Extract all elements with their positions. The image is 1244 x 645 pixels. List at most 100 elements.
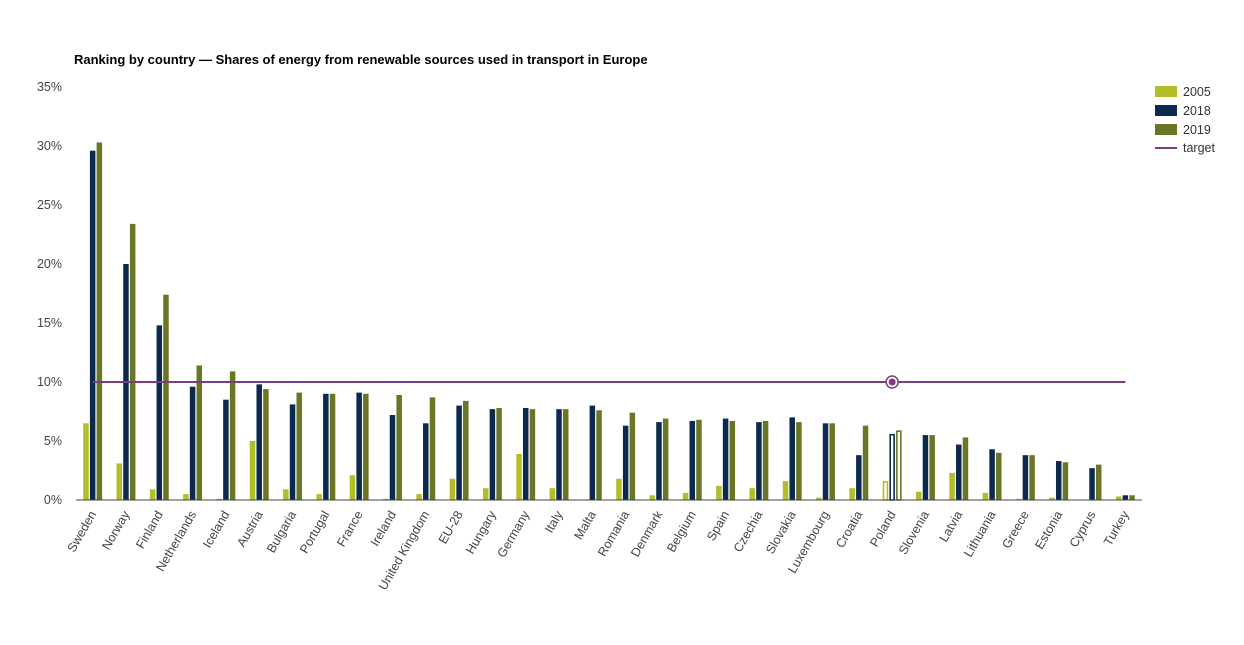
bar-2005-austria[interactable] bbox=[249, 441, 256, 500]
bar-2018-hungary[interactable] bbox=[489, 409, 496, 500]
bar-2018-bulgaria[interactable] bbox=[289, 404, 296, 500]
bar-2018-czechia[interactable] bbox=[756, 422, 762, 500]
bar-2005-bulgaria[interactable] bbox=[283, 489, 289, 500]
bar-2005-greece[interactable] bbox=[1015, 498, 1022, 500]
bar-2005-czechia[interactable] bbox=[749, 488, 755, 500]
bar-2019-romania[interactable] bbox=[629, 412, 636, 500]
bar-2005-portugal[interactable] bbox=[316, 494, 322, 500]
bar-2019-slovakia[interactable] bbox=[796, 422, 802, 500]
bar-2019-greece[interactable] bbox=[1029, 455, 1035, 500]
legend-label-2018: 2018 bbox=[1183, 104, 1211, 118]
bar-2019-turkey[interactable] bbox=[1129, 495, 1135, 500]
bar-2018-united-kingdom[interactable] bbox=[423, 423, 429, 500]
bar-2018-france[interactable] bbox=[356, 392, 362, 500]
bar-2018-slovenia[interactable] bbox=[922, 435, 929, 500]
bar-2018-portugal[interactable] bbox=[323, 393, 329, 500]
bar-2005-spain[interactable] bbox=[716, 485, 722, 500]
bar-2019-belgium[interactable] bbox=[696, 419, 702, 500]
bar-2005-norway[interactable] bbox=[116, 463, 123, 500]
bar-2005-slovenia[interactable] bbox=[916, 491, 922, 500]
bar-2005-lithuania[interactable] bbox=[982, 492, 989, 500]
x-tick-label: Finland bbox=[133, 508, 166, 551]
target-marker[interactable] bbox=[888, 378, 896, 386]
bar-2018-denmark[interactable] bbox=[656, 422, 662, 500]
bar-2005-poland[interactable] bbox=[882, 481, 889, 501]
bar-2018-greece[interactable] bbox=[1022, 455, 1029, 500]
y-tick-label: 0% bbox=[44, 493, 62, 507]
bar-2005-ireland[interactable] bbox=[383, 498, 389, 500]
bar-2018-lithuania[interactable] bbox=[989, 449, 995, 500]
bar-2005-slovakia[interactable] bbox=[782, 481, 789, 500]
bar-2018-turkey[interactable] bbox=[1122, 495, 1129, 500]
legend-swatch-2018 bbox=[1155, 105, 1177, 116]
bar-2018-slovakia[interactable] bbox=[789, 417, 795, 500]
bar-2018-belgium[interactable] bbox=[689, 420, 696, 500]
bar-2019-poland[interactable] bbox=[896, 430, 902, 501]
bar-2018-estonia[interactable] bbox=[1055, 461, 1062, 500]
bar-2019-croatia[interactable] bbox=[862, 425, 869, 500]
bar-2018-cyprus[interactable] bbox=[1089, 468, 1095, 500]
bar-2018-luxembourg[interactable] bbox=[822, 423, 829, 500]
bar-2005-iceland[interactable] bbox=[216, 498, 222, 500]
bar-2018-italy[interactable] bbox=[556, 409, 562, 500]
bar-2019-malta[interactable] bbox=[596, 410, 602, 500]
bar-2005-italy[interactable] bbox=[549, 488, 556, 500]
bar-2005-luxembourg[interactable] bbox=[816, 497, 822, 500]
bar-2005-netherlands[interactable] bbox=[183, 494, 189, 500]
bar-2005-latvia[interactable] bbox=[949, 472, 955, 500]
bar-2019-latvia[interactable] bbox=[962, 437, 969, 500]
bar-2019-austria[interactable] bbox=[263, 389, 269, 500]
bar-2019-cyprus[interactable] bbox=[1095, 464, 1102, 500]
bar-2018-austria[interactable] bbox=[256, 384, 262, 500]
bar-2019-denmark[interactable] bbox=[662, 418, 669, 500]
bar-2018-iceland[interactable] bbox=[223, 399, 229, 500]
bar-2018-spain[interactable] bbox=[722, 418, 729, 500]
bar-2018-germany[interactable] bbox=[522, 407, 529, 500]
legend-label-target: target bbox=[1183, 141, 1215, 155]
bar-2019-hungary[interactable] bbox=[496, 407, 502, 500]
bar-2005-sweden[interactable] bbox=[83, 423, 89, 500]
bar-2005-united-kingdom[interactable] bbox=[416, 494, 422, 500]
bar-2019-slovenia[interactable] bbox=[929, 435, 935, 500]
bar-2005-croatia[interactable] bbox=[849, 488, 855, 500]
bar-2005-belgium[interactable] bbox=[682, 492, 689, 500]
bar-2019-portugal[interactable] bbox=[329, 393, 336, 500]
bar-2019-norway[interactable] bbox=[129, 223, 136, 500]
bar-2018-poland[interactable] bbox=[889, 433, 895, 501]
bar-2019-united-kingdom[interactable] bbox=[429, 397, 436, 500]
bar-2018-croatia[interactable] bbox=[856, 455, 862, 500]
bar-2019-estonia[interactable] bbox=[1062, 462, 1069, 500]
bar-2019-netherlands[interactable] bbox=[196, 365, 203, 500]
bar-2005-eu-28[interactable] bbox=[449, 478, 456, 500]
bar-2019-bulgaria[interactable] bbox=[296, 392, 302, 500]
bar-2019-france[interactable] bbox=[363, 393, 369, 500]
bar-2018-finland[interactable] bbox=[156, 325, 163, 500]
bar-2019-eu-28[interactable] bbox=[463, 400, 469, 500]
bar-2019-lithuania[interactable] bbox=[996, 452, 1002, 500]
bar-2005-germany[interactable] bbox=[516, 453, 522, 500]
bar-2019-luxembourg[interactable] bbox=[829, 423, 835, 500]
bar-2005-france[interactable] bbox=[349, 475, 356, 500]
bar-2005-romania[interactable] bbox=[616, 478, 622, 500]
bar-2005-turkey[interactable] bbox=[1115, 496, 1122, 500]
bar-2018-netherlands[interactable] bbox=[189, 386, 196, 500]
bar-2005-estonia[interactable] bbox=[1049, 497, 1055, 500]
bar-2018-ireland[interactable] bbox=[389, 415, 396, 500]
bar-2019-sweden[interactable] bbox=[96, 142, 103, 500]
bar-2019-czechia[interactable] bbox=[762, 420, 769, 500]
bar-2018-latvia[interactable] bbox=[956, 444, 962, 500]
bar-2018-malta[interactable] bbox=[589, 405, 596, 500]
bar-2019-ireland[interactable] bbox=[396, 394, 402, 500]
bar-2019-italy[interactable] bbox=[562, 409, 569, 500]
bar-2018-romania[interactable] bbox=[622, 425, 629, 500]
bar-2005-denmark[interactable] bbox=[649, 495, 656, 500]
bar-2019-iceland[interactable] bbox=[229, 371, 236, 500]
bar-2019-spain[interactable] bbox=[729, 420, 736, 500]
bar-2019-finland[interactable] bbox=[163, 294, 169, 500]
bar-2018-eu-28[interactable] bbox=[456, 405, 462, 500]
x-tick-label: Cyprus bbox=[1067, 509, 1099, 550]
bar-2005-finland[interactable] bbox=[149, 489, 156, 500]
bar-2005-hungary[interactable] bbox=[482, 488, 489, 500]
bar-2018-sweden[interactable] bbox=[89, 150, 96, 500]
bar-2019-germany[interactable] bbox=[529, 409, 536, 500]
